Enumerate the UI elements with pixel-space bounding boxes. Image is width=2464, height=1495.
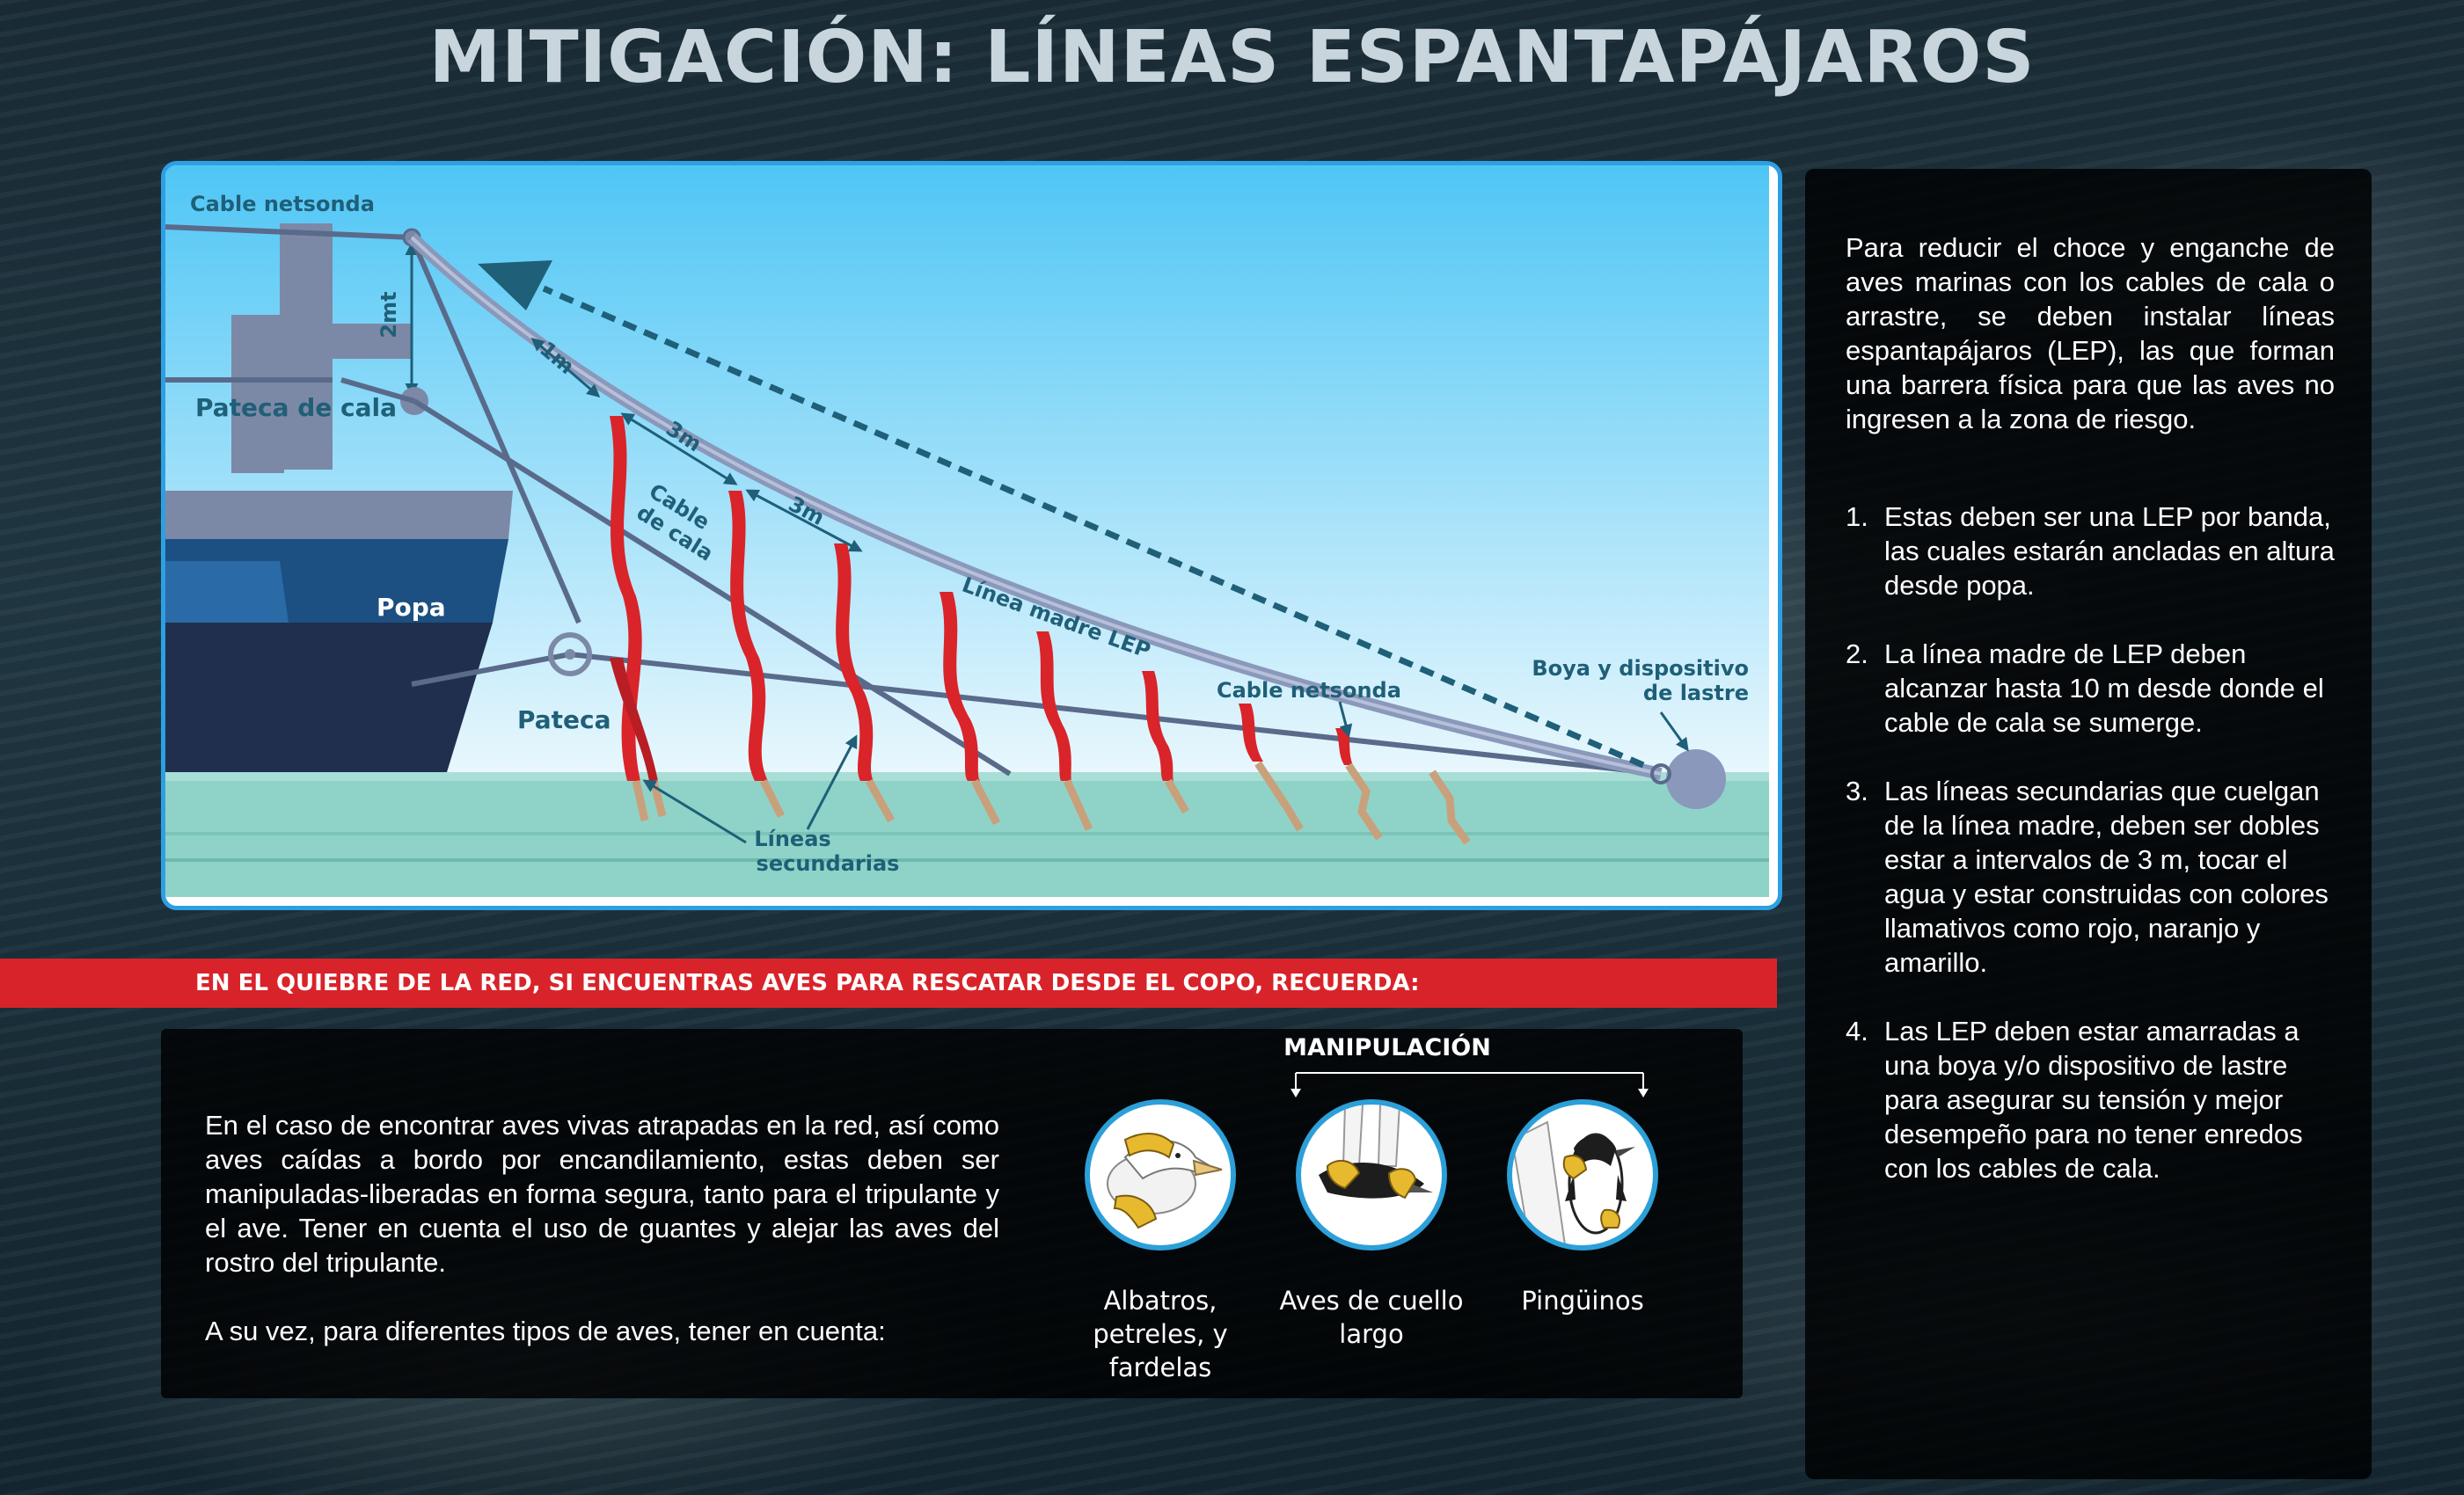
bird-caption-albatross: Albatros, petreles, y fardelas (1093, 1286, 1228, 1382)
list-item: 3. Las líneas secundarias que cuelgan de… (1846, 774, 2335, 980)
list-item-text: La línea madre de LEP deben alcanzar has… (1884, 638, 2324, 738)
pateca-pulley (548, 632, 592, 676)
support-line (409, 236, 581, 624)
rescue-text: En el caso de encontrar aves vivas atrap… (205, 1108, 999, 1382)
list-item-text: Las LEP deben estar amarradas a una boya… (1884, 1016, 2303, 1184)
long-neck-bird-handling-icon (1296, 1099, 1447, 1251)
label-cable-netsonda-mid: Cable netsonda (1217, 678, 1401, 703)
lineas-secundarias (610, 416, 1353, 781)
rescue-paragraph-1: En el caso de encontrar aves vivas atrap… (205, 1110, 999, 1278)
rescue-banner: EN EL QUIEBRE DE LA RED, SI ENCUENTRAS A… (0, 959, 1777, 1008)
dashed-arrow (542, 285, 1645, 769)
diagram-svg: 2mt (165, 165, 1769, 897)
list-item: 4. Las LEP deben estar amarradas a una b… (1846, 1014, 2335, 1185)
label-lineas-sec-2: secundarias (757, 851, 900, 876)
list-item-number: 2. (1846, 638, 1868, 669)
penguin-handling-icon (1507, 1099, 1658, 1251)
bird-caption-long-neck: Aves de cuello largo (1279, 1286, 1464, 1349)
albatross-handling-icon (1085, 1099, 1236, 1251)
label-popa: Popa (377, 593, 446, 622)
requirements-list: 1. Estas deben ser una LEP por banda, la… (1846, 500, 2335, 1220)
cable-de-cala (413, 398, 1012, 777)
list-item-number: 3. (1846, 776, 1868, 806)
label-boya-2: de lastre (1643, 681, 1749, 705)
info-panel: Para reducir el choce y enganche de aves… (1805, 169, 2372, 1479)
arrow-head-icon (478, 260, 552, 310)
scare-line-diagram: 2mt (161, 161, 1782, 910)
label-2mt: 2mt (377, 291, 401, 338)
list-item-number: 1. (1846, 501, 1868, 532)
list-item: 2. La línea madre de LEP deben alcanzar … (1846, 637, 2335, 740)
bird-caption-penguin: Pingüinos (1521, 1286, 1644, 1316)
manipulation-label: MANIPULACIÓN (1283, 1034, 1491, 1061)
label-boya-1: Boya y dispositivo (1532, 656, 1749, 681)
intro-text: Para reducir el choce y enganche de aves… (1846, 232, 2335, 434)
buoy (1666, 749, 1726, 809)
list-item-text: Estas deben ser una LEP por banda, las c… (1884, 501, 2335, 601)
manipulation-bracket (1290, 1072, 1649, 1098)
page-title: MITIGACIÓN: LÍNEAS ESPANTAPÁJAROS (428, 16, 2036, 99)
rescue-paragraph-2: A su vez, para diferentes tipos de aves,… (205, 1316, 886, 1346)
label-lineas-sec-1: Líneas (754, 827, 830, 851)
rescue-panel: En el caso de encontrar aves vivas atrap… (161, 1029, 1743, 1398)
label-cable-netsonda-top: Cable netsonda (190, 192, 375, 216)
label-pateca-de-cala: Pateca de cala (195, 393, 397, 422)
ship-stern (165, 223, 513, 772)
list-item: 1. Estas deben ser una LEP por banda, la… (1846, 500, 2335, 602)
list-item-number: 4. (1846, 1016, 1868, 1046)
list-item-text: Las líneas secundarias que cuelgan de la… (1884, 776, 2329, 978)
label-pateca: Pateca (517, 705, 611, 734)
